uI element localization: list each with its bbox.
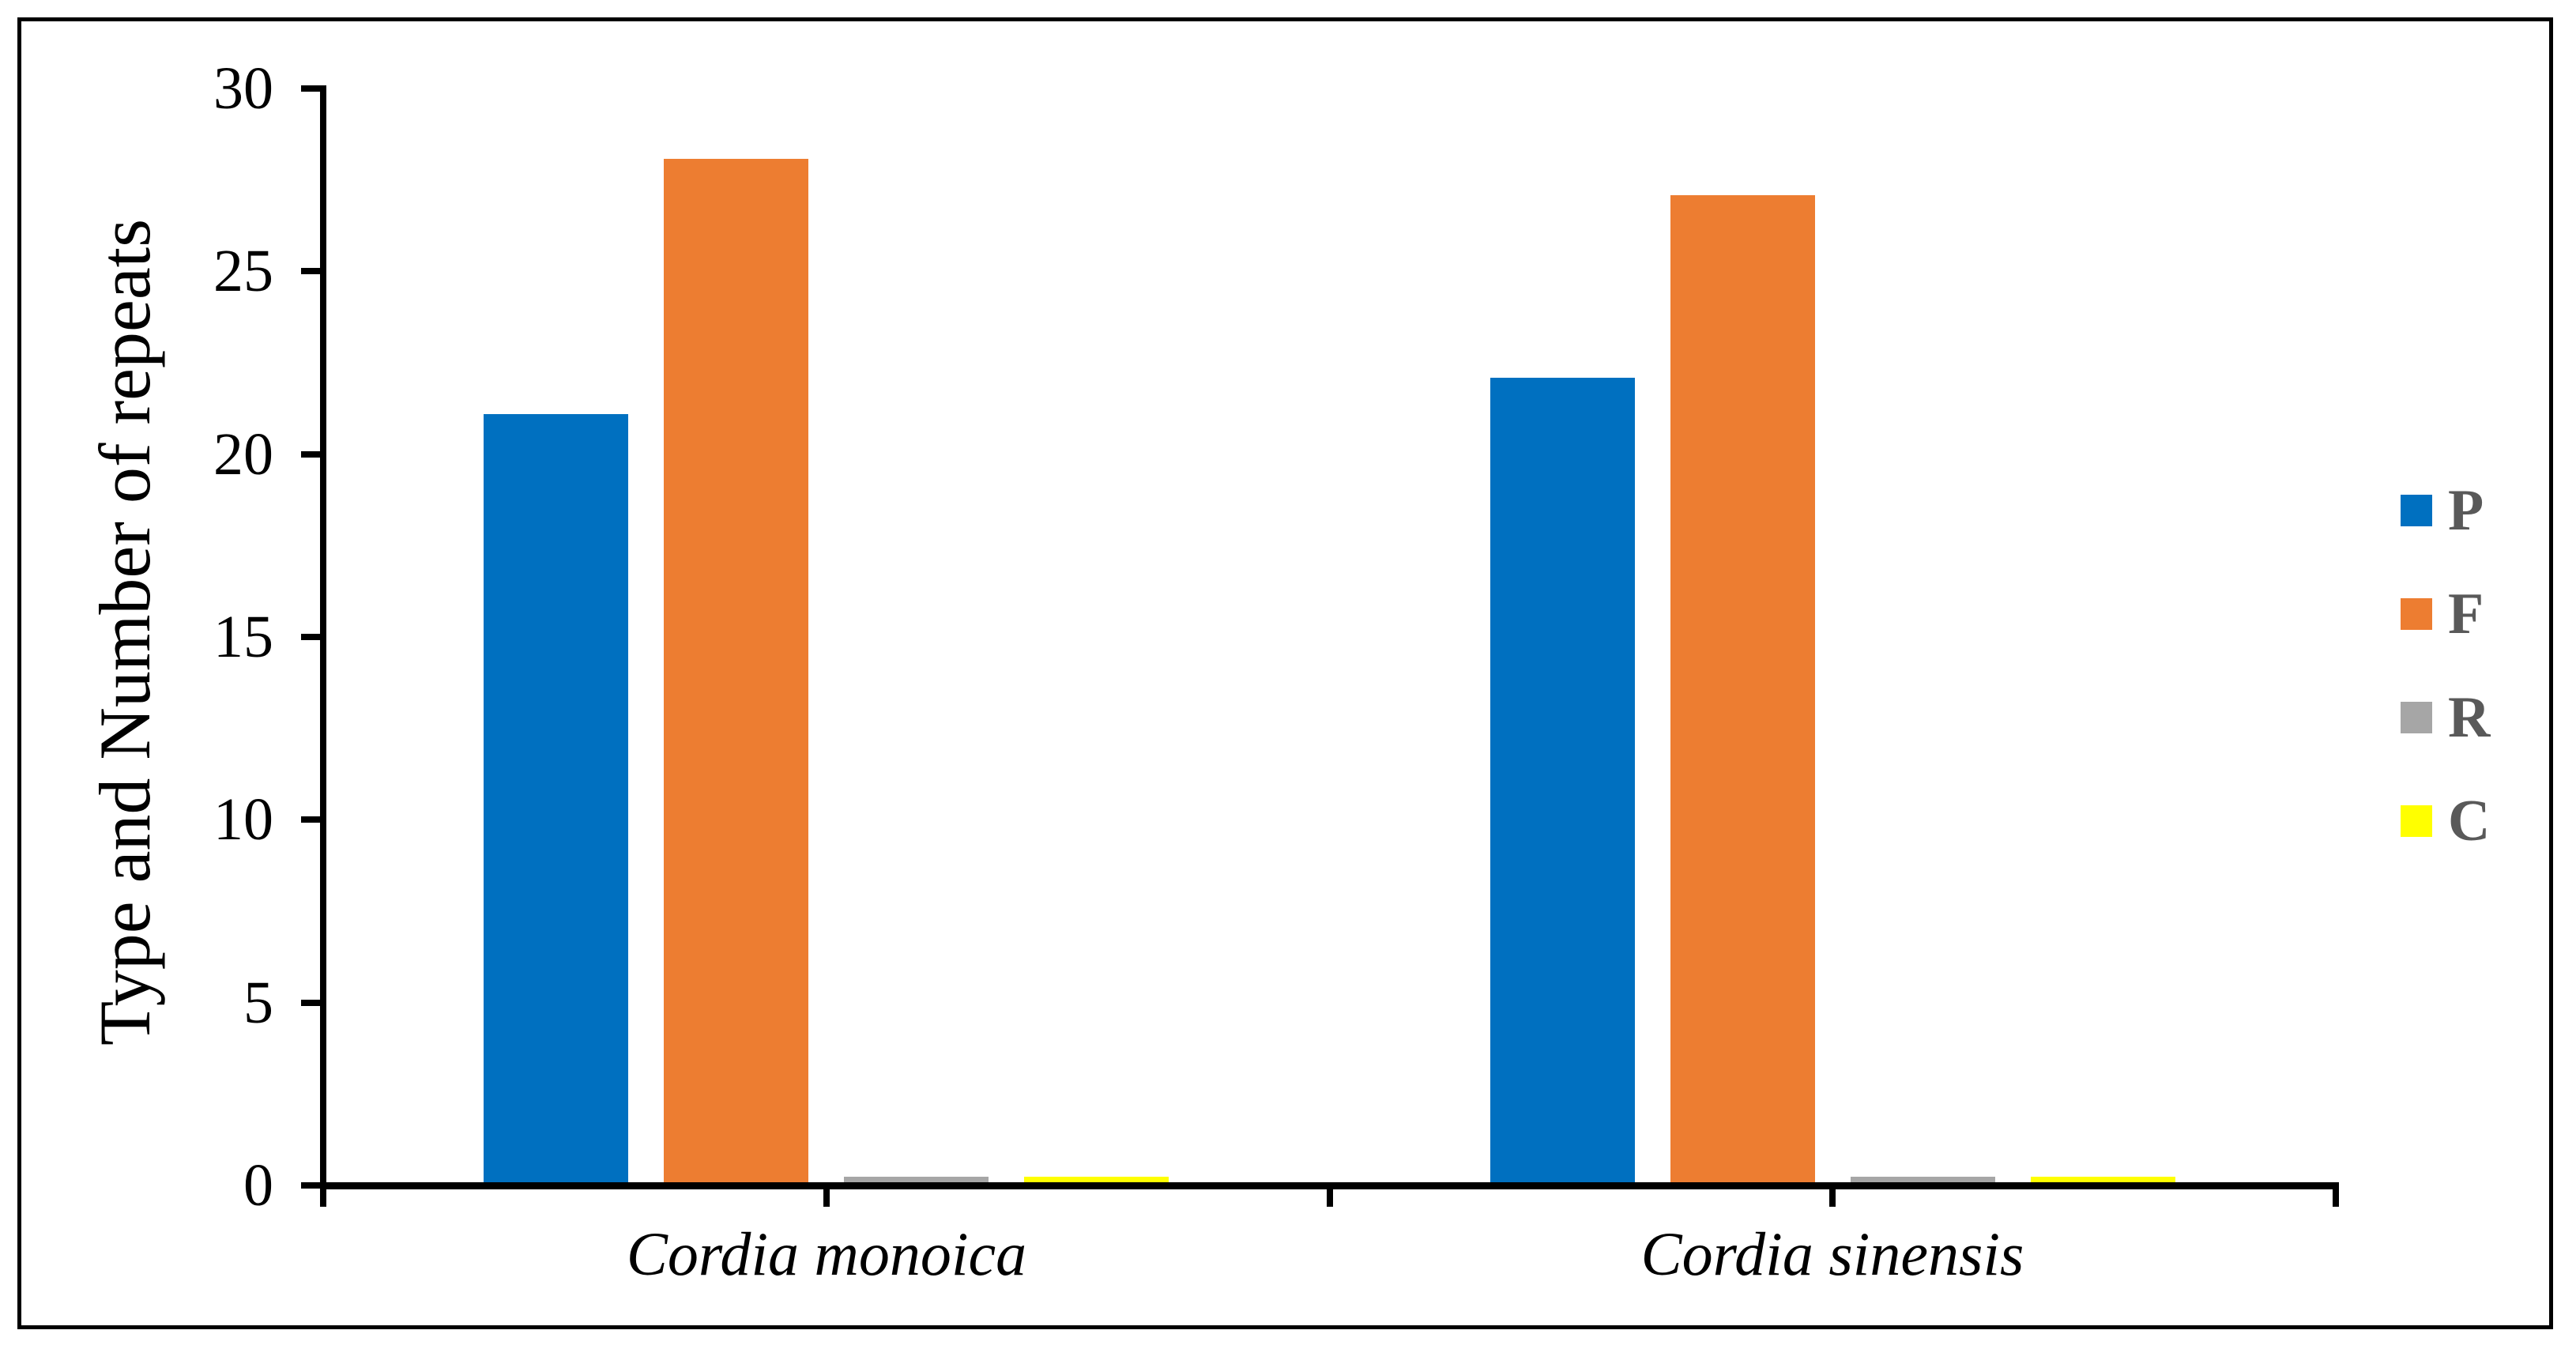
bar-P-1 — [1490, 378, 1635, 1182]
legend-entry-P: P — [2401, 480, 2490, 541]
y-tick-15 — [301, 634, 323, 640]
figure-border — [17, 17, 2553, 1329]
x-tick-4 — [2333, 1189, 2339, 1207]
legend-swatch-R — [2401, 702, 2432, 733]
x-tick-2 — [1326, 1189, 1333, 1207]
y-tick-label-10: 10 — [213, 786, 273, 853]
y-tick-label-0: 0 — [243, 1152, 273, 1219]
bar-C-0 — [1024, 1177, 1169, 1182]
y-tick-label-20: 20 — [213, 420, 273, 488]
y-axis-line — [320, 85, 326, 1207]
legend-label-P: P — [2448, 478, 2484, 543]
y-tick-25 — [301, 268, 323, 275]
legend-swatch-P — [2401, 495, 2432, 526]
legend-entry-F: F — [2401, 584, 2490, 644]
legend-label-F: F — [2448, 582, 2484, 646]
bar-R-0 — [844, 1177, 989, 1182]
legend-swatch-F — [2401, 598, 2432, 630]
legend-entry-R: R — [2401, 688, 2490, 748]
legend-entry-C: C — [2401, 791, 2490, 851]
x-tick-0 — [320, 1189, 326, 1207]
x-axis-line — [320, 1182, 2339, 1189]
y-tick-label-15: 15 — [213, 604, 273, 670]
bar-F-1 — [1670, 195, 1815, 1182]
y-tick-label-25: 25 — [213, 238, 273, 305]
bar-P-0 — [484, 414, 628, 1182]
y-tick-label-5: 5 — [243, 969, 273, 1036]
bar-R-1 — [1851, 1177, 1995, 1182]
legend-label-R: R — [2448, 685, 2491, 750]
y-tick-label-30: 30 — [213, 55, 273, 122]
legend-swatch-C — [2401, 805, 2432, 837]
y-tick-0 — [301, 1182, 323, 1189]
bar-C-1 — [2031, 1177, 2175, 1182]
legend-label-C: C — [2448, 789, 2491, 853]
x-tick-1 — [823, 1189, 830, 1207]
x-category-label-cordia-monoica: Cordia monoica — [626, 1219, 1027, 1288]
y-tick-5 — [301, 999, 323, 1006]
y-tick-30 — [301, 85, 323, 92]
x-category-label-cordia-sinensis: Cordia sinensis — [1640, 1219, 2024, 1288]
y-tick-10 — [301, 816, 323, 823]
x-tick-3 — [1829, 1189, 1836, 1207]
y-tick-20 — [301, 450, 323, 458]
bar-F-0 — [664, 159, 808, 1182]
